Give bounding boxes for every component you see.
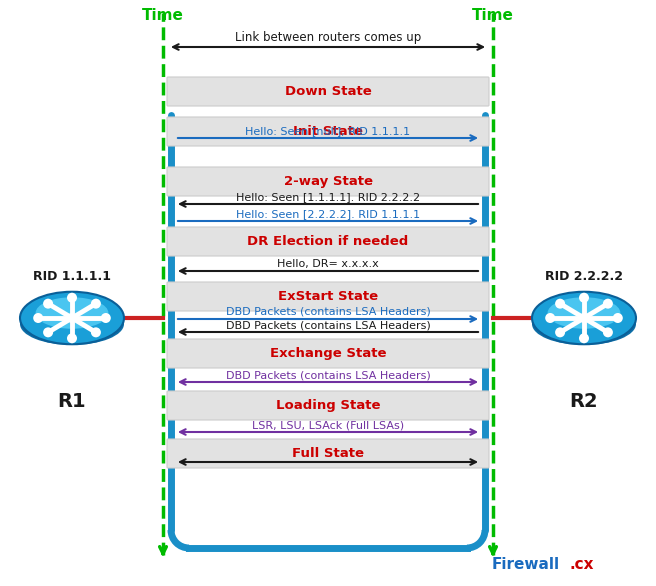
Text: DBD Packets (contains LSA Headers): DBD Packets (contains LSA Headers) xyxy=(226,320,430,330)
Text: Loading State: Loading State xyxy=(276,399,380,412)
Text: Time: Time xyxy=(142,8,184,23)
Circle shape xyxy=(603,328,613,338)
Text: Full State: Full State xyxy=(292,447,364,460)
FancyBboxPatch shape xyxy=(167,339,489,368)
FancyBboxPatch shape xyxy=(167,77,489,106)
Text: LSR, LSU, LSAck (Full LSAs): LSR, LSU, LSAck (Full LSAs) xyxy=(252,420,404,430)
Circle shape xyxy=(67,333,77,343)
Text: .cx: .cx xyxy=(569,557,594,572)
Text: DBD Packets (contains LSA Headers): DBD Packets (contains LSA Headers) xyxy=(226,370,430,380)
Text: Time: Time xyxy=(472,8,514,23)
Text: RID 1.1.1.1: RID 1.1.1.1 xyxy=(33,270,111,283)
Ellipse shape xyxy=(20,292,124,344)
Circle shape xyxy=(555,328,565,338)
Circle shape xyxy=(43,299,53,309)
FancyBboxPatch shape xyxy=(167,227,489,256)
Ellipse shape xyxy=(35,297,108,329)
Text: Hello: Seen [1.1.1.1]. RID 2.2.2.2: Hello: Seen [1.1.1.1]. RID 2.2.2.2 xyxy=(236,192,420,202)
Text: Hello, DR= x.x.x.x: Hello, DR= x.x.x.x xyxy=(277,259,379,269)
Circle shape xyxy=(555,299,565,309)
Circle shape xyxy=(101,313,111,323)
Text: Down State: Down State xyxy=(285,85,371,98)
Circle shape xyxy=(545,313,555,323)
Text: DBD Packets (contains LSA Headers): DBD Packets (contains LSA Headers) xyxy=(226,307,430,317)
Ellipse shape xyxy=(548,297,621,329)
Circle shape xyxy=(43,328,53,338)
Circle shape xyxy=(603,299,613,309)
FancyBboxPatch shape xyxy=(167,167,489,196)
Circle shape xyxy=(67,313,77,323)
Text: Hello: Seen [null], RID 1.1.1.1: Hello: Seen [null], RID 1.1.1.1 xyxy=(245,126,411,136)
Circle shape xyxy=(579,293,589,303)
Text: DR Election if needed: DR Election if needed xyxy=(247,235,409,248)
Text: Init State: Init State xyxy=(293,125,363,138)
Circle shape xyxy=(33,313,43,323)
Text: R2: R2 xyxy=(569,392,598,411)
Circle shape xyxy=(91,328,101,338)
Text: Hello: Seen [2.2.2.2]. RID 1.1.1.1: Hello: Seen [2.2.2.2]. RID 1.1.1.1 xyxy=(236,209,420,219)
Circle shape xyxy=(91,299,101,309)
Circle shape xyxy=(579,313,589,323)
Circle shape xyxy=(613,313,623,323)
Circle shape xyxy=(67,293,77,303)
Text: Link between routers comes up: Link between routers comes up xyxy=(235,31,421,44)
Ellipse shape xyxy=(532,303,636,345)
Ellipse shape xyxy=(20,303,124,345)
Text: RID 2.2.2.2: RID 2.2.2.2 xyxy=(545,270,623,283)
Text: ExStart State: ExStart State xyxy=(278,290,378,303)
Text: 2-way State: 2-way State xyxy=(283,175,373,188)
Text: Firewall: Firewall xyxy=(492,557,560,572)
FancyBboxPatch shape xyxy=(167,282,489,311)
Text: Exchange State: Exchange State xyxy=(270,347,386,360)
Circle shape xyxy=(579,333,589,343)
Text: R1: R1 xyxy=(58,392,87,411)
FancyBboxPatch shape xyxy=(167,391,489,420)
Ellipse shape xyxy=(532,292,636,344)
FancyBboxPatch shape xyxy=(167,117,489,146)
FancyBboxPatch shape xyxy=(167,439,489,468)
